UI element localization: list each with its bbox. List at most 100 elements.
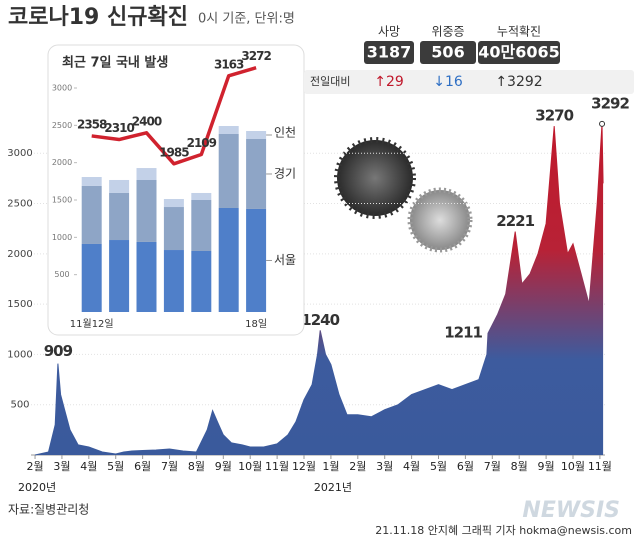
y-tick-label: 1500 xyxy=(7,299,32,310)
x-tick-label: 8월 xyxy=(511,460,528,473)
x-tick-label: 2월 xyxy=(26,460,43,473)
inset-bar xyxy=(218,126,239,134)
inset-y-tick-label: 500 xyxy=(54,270,69,279)
credit: 21.11.18 안지혜 그래픽 기자 hokma@newsis.com xyxy=(375,524,632,537)
inset-bar xyxy=(81,177,102,186)
annotation: 1240 xyxy=(301,311,339,329)
x-tick-label: 7월 xyxy=(484,460,501,473)
series-label: 인천 xyxy=(274,125,296,140)
change-band xyxy=(304,70,634,94)
x-tick-label: 5월 xyxy=(107,460,124,473)
inset-line-label: 3163 xyxy=(214,57,244,71)
x-tick-label: 9월 xyxy=(538,460,555,473)
y-tick-label: 2500 xyxy=(7,199,32,210)
inset-line xyxy=(91,66,257,166)
inset-bar xyxy=(81,185,102,244)
inset-bar xyxy=(109,192,130,241)
stat-label: 누적확진 xyxy=(497,25,541,39)
x-tick-label: 6월 xyxy=(457,460,474,473)
x-tick-label: 12월 xyxy=(292,460,316,473)
inset-bar xyxy=(136,241,157,312)
x-tick-label: 8월 xyxy=(188,460,205,473)
stat-value: 40만6065 xyxy=(478,43,560,62)
inset-bar xyxy=(191,200,212,251)
area-fill xyxy=(35,123,604,456)
change-label: 전일대비 xyxy=(310,74,350,88)
inset-bar xyxy=(109,179,130,193)
x-tick-label: 2월 xyxy=(349,460,366,473)
inset-line-label: 2400 xyxy=(132,114,162,128)
stat-change: ↑29 xyxy=(374,74,404,90)
inset-line-label: 1985 xyxy=(159,145,189,159)
x-tick-label: 10월 xyxy=(238,460,262,473)
inset-chart: 최근 7일 국내 발생 500 1000 1500 2000 2500 3000 서울 경기 인… xyxy=(47,44,305,336)
annotation: 909 xyxy=(44,342,73,360)
year-label: 2020년 xyxy=(18,481,56,494)
virus-illustration xyxy=(334,137,473,253)
series-label: 경기 xyxy=(274,166,296,180)
inset-bar xyxy=(163,250,184,312)
x-tick-label: 11월 xyxy=(588,460,612,473)
x-tick-label: 9월 xyxy=(215,460,232,473)
annotation: 1211 xyxy=(444,324,482,342)
inset-line-label: 2358 xyxy=(77,117,107,131)
series-label: 서울 xyxy=(274,253,296,267)
x-tick-label: 3월 xyxy=(53,460,70,473)
stat-change: ↑3292 xyxy=(495,74,542,90)
y-tick-label: 3000 xyxy=(7,148,32,159)
peak-marker xyxy=(599,120,606,127)
subtitle: 0시 기준, 단위:명 xyxy=(198,12,295,27)
inset-bar xyxy=(81,243,102,312)
stats: 전일대비 사망 3187 ↑29 위중증 506 ↓16 누적확진 40만6065 ↑3292 xyxy=(304,25,634,94)
x-tick-label: 1월 xyxy=(322,460,339,473)
inset-x-label: 18일 xyxy=(245,318,267,330)
inset-bar xyxy=(163,199,184,208)
inset-y-tick-label: 2500 xyxy=(52,121,72,130)
inset-bar xyxy=(218,133,239,208)
x-tick-label: 4월 xyxy=(80,460,97,473)
x-tick-label: 3월 xyxy=(376,460,393,473)
y-tick-label: 500 xyxy=(10,400,29,411)
inset-x-label: 11월12일 xyxy=(70,318,114,330)
area-line xyxy=(34,123,604,456)
year-label: 2021년 xyxy=(314,481,352,494)
inset-bar xyxy=(246,131,267,139)
logo: NEWSIS xyxy=(522,498,620,523)
x-tick-label: 5월 xyxy=(430,460,447,473)
annotation: 3270 xyxy=(535,107,573,125)
annotation: 2221 xyxy=(496,212,534,230)
main-chart: 500 1000 1500 2000 2500 3000 2월 3월 4월 5월 6월 7월 8월 9월 1… xyxy=(7,94,630,494)
inset-line-label: 2310 xyxy=(104,121,134,135)
stat-value: 3187 xyxy=(367,43,412,62)
title: 코로나19 신규확진 xyxy=(8,5,188,30)
inset-bar xyxy=(109,240,130,312)
inset-y-tick-label: 1500 xyxy=(52,196,72,205)
inset-line-label: 3272 xyxy=(241,49,271,63)
stat-label: 사망 xyxy=(378,25,400,39)
inset-title: 최근 7일 국내 발생 xyxy=(62,55,168,71)
inset-y-tick-label: 1000 xyxy=(52,233,72,242)
x-tick-label: 6월 xyxy=(134,460,151,473)
inset-y-tick-label: 2000 xyxy=(52,158,72,167)
stat-label: 위중증 xyxy=(431,25,464,39)
inset-bar xyxy=(246,208,267,312)
x-tick-label: 11월 xyxy=(265,460,289,473)
x-tick-label: 7월 xyxy=(161,460,178,473)
stat-box xyxy=(420,41,476,64)
x-tick-label: 4월 xyxy=(403,460,420,473)
y-tick-label: 1000 xyxy=(7,349,32,360)
stat-value: 506 xyxy=(431,43,464,62)
inset-bar xyxy=(136,168,157,180)
source: 자료:질병관리청 xyxy=(8,503,89,517)
inset-bar xyxy=(246,138,267,209)
inset-bar xyxy=(218,207,239,312)
stat-box xyxy=(478,41,560,64)
inset-y-tick-label: 3000 xyxy=(52,84,72,93)
inset-bar xyxy=(191,250,212,312)
stat-change: ↓16 xyxy=(433,74,463,90)
y-tick-label: 2000 xyxy=(7,249,32,260)
stat-box xyxy=(364,41,414,64)
inset-bar xyxy=(191,192,212,200)
x-tick-label: 10월 xyxy=(561,460,585,473)
